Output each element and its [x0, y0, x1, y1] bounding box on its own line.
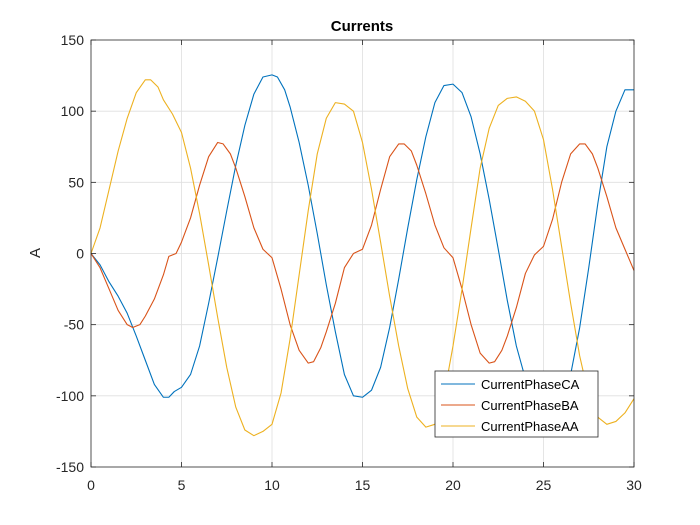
y-tick-label: -50 [64, 317, 84, 333]
legend-entry: CurrentPhaseBA [481, 398, 579, 413]
x-tick-label: 15 [355, 477, 371, 493]
x-tick-label: 10 [264, 477, 280, 493]
legend-entry: CurrentPhaseAA [481, 419, 579, 434]
x-tick-label: 0 [87, 477, 95, 493]
y-tick-label: 50 [68, 174, 84, 190]
series-line-CurrentPhaseBA [90, 141, 635, 364]
y-tick-label: -150 [56, 459, 84, 475]
x-tick-label: 20 [445, 477, 461, 493]
y-axis-label: A [27, 248, 44, 258]
series-line-CurrentPhaseAA [90, 79, 635, 437]
legend-entry: CurrentPhaseCA [481, 377, 580, 392]
y-tick-label: 150 [61, 32, 85, 48]
y-tick-label: -100 [56, 388, 84, 404]
x-tick-label: 30 [626, 477, 642, 493]
x-tick-label: 5 [178, 477, 186, 493]
legend: CurrentPhaseCA CurrentPhaseBA CurrentPhase… [434, 370, 599, 438]
x-tick-label: 25 [536, 477, 552, 493]
y-tick-label: 0 [76, 246, 84, 262]
axis-ticks: 0 5 10 15 20 25 30 -150 -100 -50 0 50 100 150 [56, 32, 642, 493]
chart-title: Currents [331, 18, 394, 35]
y-tick-label: 100 [61, 103, 85, 119]
